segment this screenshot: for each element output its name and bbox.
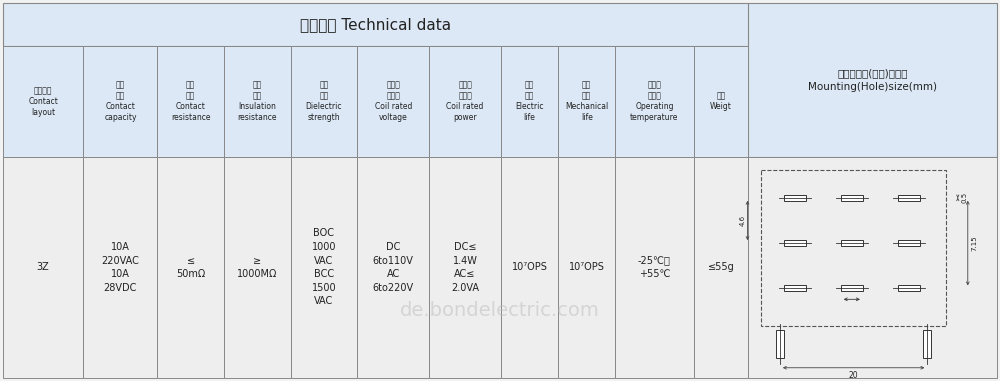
Text: 使用环
境温度
Operating
temperature: 使用环 境温度 Operating temperature <box>630 81 679 122</box>
Bar <box>841 240 863 246</box>
Text: 10⁷OPS: 10⁷OPS <box>569 263 605 272</box>
Text: de.bondelectric.com: de.bondelectric.com <box>400 301 600 320</box>
Text: 20: 20 <box>849 371 858 380</box>
Bar <box>841 195 863 201</box>
Bar <box>501 46 558 157</box>
Text: 10A
220VAC
10A
28VDC: 10A 220VAC 10A 28VDC <box>101 242 139 293</box>
Bar <box>841 285 863 291</box>
Bar <box>357 46 429 157</box>
Bar <box>357 157 429 378</box>
Text: 抗电
强度
Dielectric
strength: 抗电 强度 Dielectric strength <box>306 81 342 122</box>
Text: 电气
寿命
Electric
life: 电气 寿命 Electric life <box>515 81 544 122</box>
Bar <box>784 195 806 201</box>
Bar <box>615 46 694 157</box>
Bar <box>776 330 784 358</box>
Text: 触点形式
Contact
layout: 触点形式 Contact layout <box>28 86 58 117</box>
Bar <box>83 46 157 157</box>
Text: ≥
1000MΩ: ≥ 1000MΩ <box>237 256 278 279</box>
Text: 线圈额
定电压
Coil rated
voltage: 线圈额 定电压 Coil rated voltage <box>375 81 412 122</box>
Text: 3Z: 3Z <box>37 263 50 272</box>
Bar <box>694 46 748 157</box>
Bar <box>898 195 920 201</box>
Text: DC
6to110V
AC
6to220V: DC 6to110V AC 6to220V <box>373 242 414 293</box>
Bar <box>898 285 920 291</box>
Text: 接触
电阻
Contact
resistance: 接触 电阻 Contact resistance <box>171 81 210 122</box>
Bar <box>157 46 224 157</box>
Bar <box>501 157 558 378</box>
Bar <box>694 157 748 378</box>
Bar <box>615 157 694 378</box>
Text: 线圈额
定功率
Coil rated
power: 线圈额 定功率 Coil rated power <box>446 81 484 122</box>
Text: -25℃～
+55℃: -25℃～ +55℃ <box>638 256 671 279</box>
Text: ≤
50mΩ: ≤ 50mΩ <box>176 256 205 279</box>
Text: 外形及安装(开孔)尺寸图
Mounting(Hole)size(mm): 外形及安装(开孔)尺寸图 Mounting(Hole)size(mm) <box>808 68 937 92</box>
Text: ≤55g: ≤55g <box>708 263 734 272</box>
Text: 7.15: 7.15 <box>972 235 978 251</box>
Text: 绝缘
电阻
Insulation
resistance: 绝缘 电阻 Insulation resistance <box>238 81 277 122</box>
Bar <box>291 157 357 378</box>
Text: 0.5: 0.5 <box>962 192 968 203</box>
Bar <box>3 46 83 157</box>
Bar <box>748 157 997 378</box>
Bar <box>558 46 615 157</box>
Bar <box>429 157 501 378</box>
Bar <box>748 3 997 157</box>
Text: 技术数据 Technical data: 技术数据 Technical data <box>300 17 451 32</box>
Text: DC≤
1.4W
AC≤
2.0VA: DC≤ 1.4W AC≤ 2.0VA <box>451 242 479 293</box>
Bar <box>224 157 291 378</box>
Text: 触点
容量
Contact
capacity: 触点 容量 Contact capacity <box>104 81 137 122</box>
Bar <box>224 46 291 157</box>
Bar <box>157 157 224 378</box>
Text: 重量
Weigt: 重量 Weigt <box>710 91 732 111</box>
Text: BOC
1000
VAC
BCC
1500
VAC: BOC 1000 VAC BCC 1500 VAC <box>312 228 336 306</box>
Bar <box>784 240 806 246</box>
Text: 4.6: 4.6 <box>739 215 745 226</box>
Bar <box>923 330 931 358</box>
Bar <box>761 170 946 326</box>
Bar <box>291 46 357 157</box>
Bar <box>558 157 615 378</box>
Bar <box>3 157 83 378</box>
Bar <box>83 157 157 378</box>
Text: 机械
寿命
Mechanical
life: 机械 寿命 Mechanical life <box>565 81 608 122</box>
Bar <box>784 285 806 291</box>
Bar <box>429 46 501 157</box>
Text: 10⁷OPS: 10⁷OPS <box>512 263 548 272</box>
Bar <box>898 240 920 246</box>
Bar <box>3 3 748 46</box>
